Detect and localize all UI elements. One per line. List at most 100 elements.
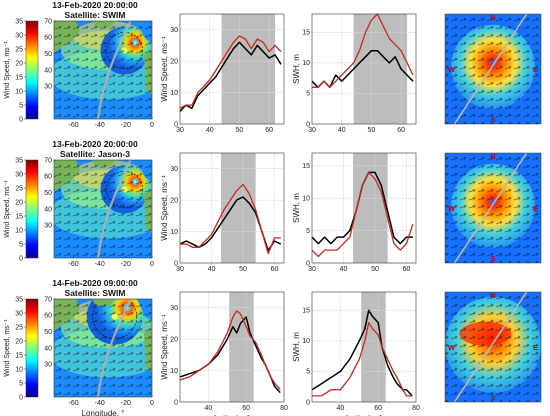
ytick-label: 20 (170, 197, 178, 204)
colorbar-tick-label: 30 (15, 171, 23, 178)
xtick-label: 60 (265, 127, 273, 134)
map-xtick-label: -60 (69, 122, 79, 129)
xtick-label: 80 (412, 405, 420, 412)
colorbar-tick-label: 5 (19, 241, 23, 248)
xtick-label: 60 (271, 266, 279, 273)
ytick-label: 20 (170, 58, 178, 65)
ytick-label: 15 (302, 308, 310, 315)
xtick-label: 50 (368, 127, 376, 134)
satellite-track (97, 160, 132, 258)
map-ytick-label: 60 (44, 35, 52, 42)
xtick-label: 30 (308, 266, 316, 273)
map-ytick-label: 40 (44, 67, 52, 74)
ytick-label: 15 (302, 30, 310, 37)
storm-band (220, 153, 256, 263)
compass-north: N (490, 291, 495, 300)
ytick-label: 5 (306, 228, 310, 235)
xtick-label: 50 (371, 266, 379, 273)
model-series-line (312, 321, 413, 397)
colorbar-tick-label: 10 (15, 227, 23, 234)
ytick-label: 20 (170, 336, 178, 343)
map-ytick-label: 40 (44, 206, 52, 213)
satellite-series-line (179, 41, 282, 112)
zoom-vectors (445, 153, 541, 263)
xtick-label: 30 (176, 266, 184, 273)
colorbar-label: Wind Speed, ms⁻¹ (4, 41, 11, 99)
ytick-label: 30 (170, 27, 178, 34)
y-axis-label: Wind Speed, ms⁻¹ (160, 175, 169, 241)
panel-date-title: 13-Feb-2020 20:00:00 (52, 0, 138, 10)
ytick-label: 10 (170, 368, 178, 375)
map-xtick-label: 0 (150, 122, 154, 129)
ytick-label: 0 (174, 399, 178, 406)
xtick-label: 40 (204, 405, 212, 412)
map-ytick-label: 30 (44, 84, 52, 91)
map-xtick-label: -40 (95, 122, 105, 129)
ytick-label: 15 (302, 163, 310, 170)
colorbar-tick-label: 25 (15, 324, 23, 331)
plot-frame (179, 152, 285, 264)
map-xtick-label: 0 (150, 261, 154, 268)
zoom-vectors (445, 14, 541, 124)
storm-band (221, 14, 276, 124)
swh-panel: 40 60 80 0 5 10 15 SWH, m Latitude, ° (292, 291, 420, 416)
map-xtick-label: -20 (121, 261, 131, 268)
ytick-label: 30 (170, 305, 178, 312)
colorbar-tick-label: 25 (15, 46, 23, 53)
storm-band (353, 14, 408, 124)
colorbar-tick-label: 20 (15, 338, 23, 345)
zoom-satellite-track (453, 153, 528, 263)
ytick-label: 0 (174, 260, 178, 267)
map-ytick-label: 70 (44, 18, 52, 25)
colorbar-tick-label: 20 (15, 199, 23, 206)
ytick-label: 10 (170, 90, 178, 97)
colorbar-tick-label: 35 (15, 296, 23, 303)
zoom-satellite-track (453, 14, 528, 124)
colorbar-tick-label: 10 (15, 88, 23, 95)
wind-vectors (54, 299, 152, 397)
plot-frame (179, 291, 285, 403)
plot-frame (311, 13, 417, 125)
x-axis-label: Latitude, ° (214, 414, 250, 416)
satellite-title: Satellite: SWIM (65, 10, 126, 20)
map-xtick-label: -40 (95, 400, 105, 407)
colorbar-label: Wind Speed, ms⁻¹ (4, 180, 11, 238)
ytick-label: 10 (302, 60, 310, 67)
satellite-title: Satellite: SWIM (65, 288, 126, 298)
colorbar-tick-label: 5 (19, 102, 23, 109)
zoom-panel (445, 153, 541, 263)
model-series-line (311, 171, 414, 258)
model-series-line (179, 35, 282, 109)
xtick-label: 40 (340, 266, 348, 273)
colorbar-tick-label: 25 (15, 185, 23, 192)
plot-frame (311, 152, 417, 264)
y-axis-label: Wind Speed, ms⁻¹ (160, 36, 169, 102)
colorbar-tick-label: 5 (19, 380, 23, 387)
map-ytick-label: 60 (44, 174, 52, 181)
map-ytick-label: 40 (44, 345, 52, 352)
colorbar-tick-label: 15 (15, 74, 23, 81)
map-xtick-label: -60 (69, 261, 79, 268)
plot-frame (179, 13, 285, 125)
ytick-label: 0 (306, 260, 310, 267)
wind-vectors (54, 21, 152, 119)
map-ytick-label: 50 (44, 190, 52, 197)
wind-map (54, 21, 152, 119)
zoom-panel (445, 14, 541, 124)
compass-west: W (448, 343, 456, 352)
xtick-label: 60 (242, 405, 250, 412)
xtick-label: 40 (338, 127, 346, 134)
x-axis-label: Latitude, ° (346, 414, 382, 416)
xtick-label: 40 (206, 127, 214, 134)
panel-date-title: 13-Feb-2020 20:00:00 (52, 139, 138, 149)
colorbar (25, 20, 39, 120)
map-ytick-label: 70 (44, 157, 52, 164)
map-ytick-label: 60 (44, 313, 52, 320)
compass-south: S (490, 393, 495, 402)
zoom-panel (445, 292, 541, 402)
zoom-satellite-track (453, 292, 528, 402)
